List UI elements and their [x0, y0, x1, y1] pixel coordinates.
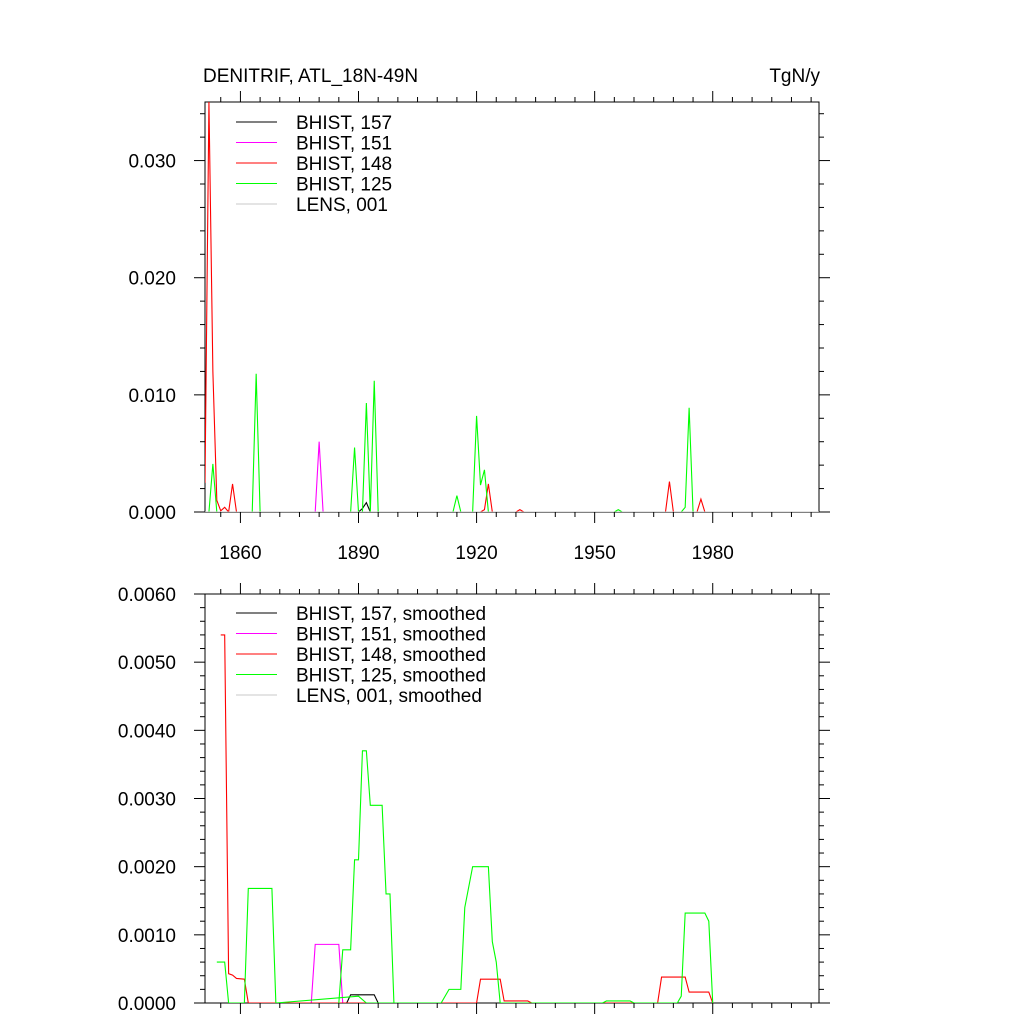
- series-line: [205, 441, 819, 512]
- y-tick-label: 0.0010: [118, 926, 176, 947]
- legend-label: BHIST, 125, smoothed: [296, 666, 486, 687]
- x-tick-label: 1950: [574, 543, 616, 564]
- y-tick-label: 0.0020: [118, 858, 176, 879]
- y-tick-label: 0.0040: [118, 721, 176, 742]
- bottom-panel: 0.0000 0.0010 0.0020 0.0030 0.0040 0.0050 0.00…: [118, 583, 830, 1015]
- legend-label: BHIST, 148, smoothed: [296, 645, 486, 666]
- y-tick-label: 0.010: [128, 386, 176, 407]
- x-tick-label: 1920: [455, 543, 497, 564]
- series-line: [220, 634, 714, 1003]
- legend-label: LENS, 001: [296, 195, 388, 216]
- y-tick-label: 0.0030: [118, 790, 176, 811]
- chart-title: DENITRIF, ATL_18N-49N: [203, 66, 418, 87]
- series-line: [205, 102, 819, 512]
- legend-label: BHIST, 157: [296, 113, 392, 134]
- x-tick-label: 1890: [337, 543, 379, 564]
- y-tick-label: 0.000: [128, 503, 176, 524]
- y-tick-label: 0.020: [128, 269, 176, 290]
- y-tick-label: 0.0050: [118, 653, 176, 674]
- x-tick-label: 1860: [219, 543, 261, 564]
- y-tick-label: 0.030: [128, 152, 176, 173]
- series-line: [205, 501, 819, 512]
- legend-label: BHIST, 151, smoothed: [296, 625, 486, 646]
- series-line: [338, 750, 395, 1003]
- x-tick-label: 1980: [692, 543, 734, 564]
- legend-label: LENS, 001, smoothed: [296, 686, 482, 707]
- legend-label: BHIST, 148: [296, 154, 392, 175]
- series-line: [205, 373, 819, 512]
- y-tick-label: 0.0060: [118, 585, 176, 606]
- top-panel: DENITRIF, ATL_18N-49N TgN/y 1860 1890 1920…: [128, 66, 830, 564]
- series-line: [291, 943, 344, 1003]
- legend-label: BHIST, 125: [296, 175, 392, 196]
- legend-label: BHIST, 151: [296, 134, 392, 155]
- series-line: [346, 994, 379, 1003]
- y-tick-label: 0.0000: [118, 994, 176, 1015]
- chart-units: TgN/y: [769, 66, 820, 87]
- legend-label: BHIST, 157, smoothed: [296, 604, 486, 625]
- series-line: [216, 866, 714, 1003]
